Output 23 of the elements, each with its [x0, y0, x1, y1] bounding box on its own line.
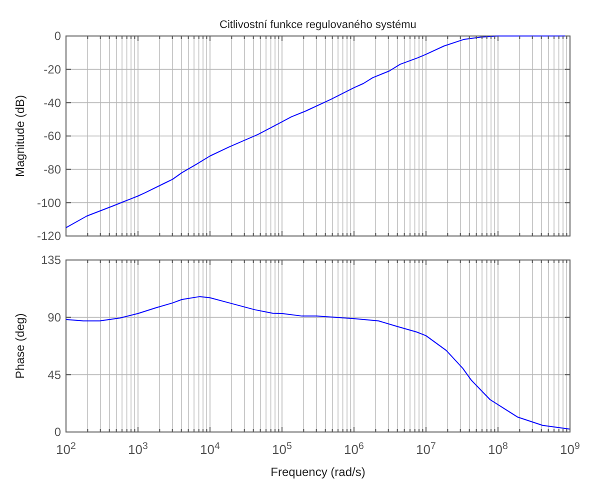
- x-tick-label: 10$^{6}$: [344, 440, 364, 457]
- y-tick-label: 0: [54, 425, 62, 440]
- x-axis-title: Frequency (rad/s): [270, 465, 366, 479]
- chart-title: Citlivostní funkce regulovaného systému: [220, 19, 416, 31]
- x-tick-label: 10$^{9}$: [560, 440, 580, 457]
- y-tick-label: 45: [48, 368, 62, 382]
- y-tick-label: -40: [44, 96, 62, 110]
- y-tick-label: -120: [36, 229, 62, 244]
- y-tick-label: -60: [44, 129, 62, 144]
- x-tick-label: 10$^{5}$: [272, 440, 293, 457]
- x-tick-label: 10$^{4}$: [200, 440, 221, 457]
- x-tick-label: 10$^{8}$: [488, 440, 508, 457]
- x-tick-label: 10$^{7}$: [416, 440, 436, 457]
- y-axis-title: Phase (deg): [13, 313, 27, 379]
- x-tick-label: 10$^{3}$: [128, 440, 148, 457]
- y-tick-label: 135: [40, 253, 62, 268]
- y-tick-label: 0: [54, 29, 62, 44]
- y-tick-label: -100: [36, 196, 62, 210]
- x-tick-label: 10$^{2}$: [56, 440, 76, 457]
- y-axis-title: Magnitude (dB): [13, 94, 27, 178]
- y-tick-label: -80: [44, 162, 62, 177]
- y-tick-label: -20: [44, 62, 62, 77]
- y-tick-label: 90: [48, 310, 62, 325]
